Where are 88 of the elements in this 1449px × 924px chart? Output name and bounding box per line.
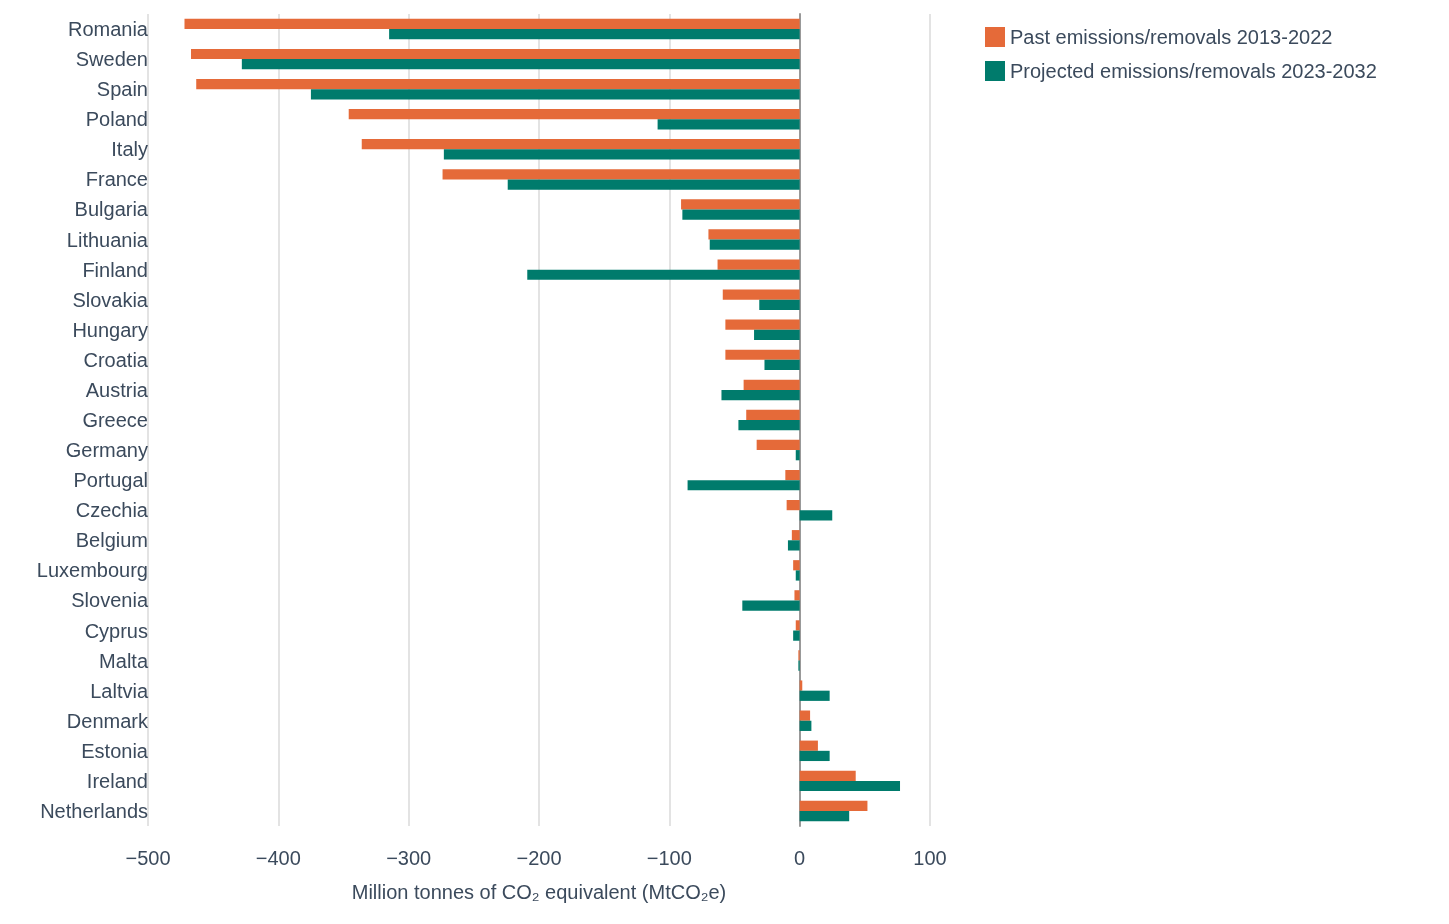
bar <box>791 530 800 541</box>
bar <box>442 169 800 180</box>
y-tick-label: Italy <box>111 138 148 161</box>
bar <box>793 560 800 571</box>
bar <box>709 239 800 250</box>
y-tick-label: Laltvia <box>90 679 149 702</box>
bar <box>725 349 800 360</box>
bar <box>799 710 811 721</box>
y-tick-label: Bulgaria <box>74 198 149 221</box>
bar <box>443 149 800 160</box>
bar <box>682 209 800 220</box>
y-tick-label: Belgium <box>75 529 148 552</box>
y-tick-label: Germany <box>65 439 148 462</box>
y-tick-label: Lithuania <box>66 228 149 251</box>
bar <box>184 18 800 30</box>
y-tick-label: Greece <box>82 409 148 431</box>
bar <box>795 570 800 581</box>
bar <box>708 229 800 240</box>
bar <box>687 480 800 491</box>
bar <box>527 269 800 280</box>
x-tick-label: −400 <box>255 847 301 869</box>
y-tick-label: Poland <box>85 108 148 131</box>
bar <box>657 119 800 130</box>
bar <box>799 780 901 792</box>
y-tick-label: Malta <box>99 649 149 672</box>
y-tick-label: Netherlands <box>40 799 148 822</box>
bar <box>196 78 800 90</box>
bar <box>764 359 800 371</box>
x-tick-label: 0 <box>794 847 806 869</box>
y-tick-label: Hungary <box>72 318 148 341</box>
bar <box>722 289 800 300</box>
bar <box>754 329 800 340</box>
bar <box>799 750 830 762</box>
bar <box>787 540 800 551</box>
bar <box>742 600 800 611</box>
bar <box>361 139 800 150</box>
bar <box>241 59 800 70</box>
bar <box>721 389 800 401</box>
y-tick-label: Luxembourg <box>36 559 148 582</box>
x-axis-title: Million tonnes of CO₂ equivalent (MtCO₂e) <box>351 881 727 903</box>
bar <box>725 319 800 330</box>
bar <box>746 409 800 420</box>
bar <box>799 740 818 751</box>
bar <box>756 439 800 451</box>
bar <box>799 800 868 811</box>
y-tick-label: Czechia <box>75 499 149 522</box>
x-tick-label: −100 <box>646 847 692 869</box>
bar <box>799 690 830 701</box>
bar <box>507 179 800 190</box>
y-tick-label: France <box>85 168 148 191</box>
y-tick-label: Slovenia <box>71 589 149 612</box>
bar <box>799 510 833 521</box>
bar <box>759 299 800 310</box>
bar <box>793 630 800 641</box>
bar <box>795 620 800 631</box>
bar <box>794 590 800 601</box>
x-tick-label: −500 <box>125 847 171 869</box>
x-tick-label: 100 <box>913 847 947 869</box>
y-tick-label: Romania <box>67 18 149 41</box>
legend-label: Projected emissions/removals 2023-2032 <box>1010 60 1377 82</box>
legend-label: Past emissions/removals 2013-2022 <box>1010 26 1333 48</box>
y-tick-label: Ireland <box>86 769 148 792</box>
bar <box>389 29 800 40</box>
bar <box>738 420 800 431</box>
bar <box>743 379 800 390</box>
y-tick-label: Estonia <box>81 739 149 762</box>
bar <box>785 469 800 481</box>
y-tick-label: Denmark <box>66 709 149 732</box>
bar <box>191 48 800 60</box>
bar <box>799 810 850 822</box>
y-tick-label: Spain <box>96 78 148 101</box>
x-tick-label: −200 <box>516 847 562 869</box>
y-tick-label: Croatia <box>83 348 149 371</box>
bar <box>799 770 856 781</box>
bar <box>799 720 812 731</box>
y-tick-label: Portugal <box>73 469 148 492</box>
x-tick-label: −300 <box>386 847 432 869</box>
y-tick-label: Slovakia <box>72 288 149 311</box>
y-tick-label: Sweden <box>75 48 148 71</box>
bar <box>717 259 800 270</box>
bar <box>795 450 800 461</box>
bar <box>786 500 800 511</box>
y-tick-label: Finland <box>82 258 148 281</box>
bar <box>681 199 800 210</box>
bar <box>310 89 800 100</box>
y-tick-label: Cyprus <box>84 619 148 642</box>
y-tick-label: Austria <box>85 378 149 401</box>
bar <box>348 109 800 120</box>
